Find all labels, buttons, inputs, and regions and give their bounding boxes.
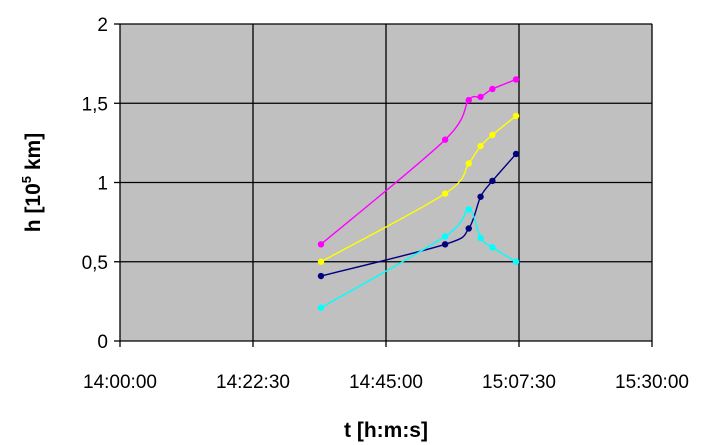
x-tick-label: 15:07:30 xyxy=(482,372,556,393)
y-tick-label: 1,5 xyxy=(82,94,108,115)
data-point xyxy=(512,258,520,265)
x-axis-title: t [h:m:s] xyxy=(344,419,428,442)
x-tick-label: 14:22:30 xyxy=(216,372,290,393)
data-point xyxy=(489,131,496,139)
data-point xyxy=(512,76,520,83)
data-point xyxy=(441,190,449,197)
data-point xyxy=(477,193,484,200)
data-point xyxy=(317,258,325,265)
data-point xyxy=(465,96,472,104)
data-point xyxy=(441,136,449,143)
y-tick-labels: 0 0,5 1 1,5 2 xyxy=(82,15,108,353)
y-tick-label: 0,5 xyxy=(82,253,108,274)
data-point xyxy=(441,233,449,240)
data-point xyxy=(477,93,484,101)
y-tick-label: 1 xyxy=(97,174,108,195)
y-axis-title: h [105 km] xyxy=(19,133,45,232)
data-point xyxy=(489,244,496,251)
y-axis-title-main: h [10 xyxy=(22,183,45,232)
series-4 xyxy=(317,206,520,311)
y-tick-label: 2 xyxy=(97,15,108,36)
data-point xyxy=(317,272,325,280)
data-point xyxy=(317,304,325,311)
y-axis-title-exponent: 5 xyxy=(19,176,34,183)
data-point xyxy=(317,241,325,248)
data-point xyxy=(477,142,484,150)
y-axis-title-unit: km] xyxy=(22,133,45,176)
data-point xyxy=(465,160,472,167)
x-tick-label: 15:30:00 xyxy=(615,372,689,393)
x-tick-label: 14:00:00 xyxy=(83,372,157,393)
data-point xyxy=(489,85,496,93)
data-point xyxy=(512,112,520,120)
x-tick-label: 14:45:00 xyxy=(349,372,423,393)
data-point xyxy=(465,206,472,213)
data-point xyxy=(465,225,472,232)
data-point xyxy=(477,234,484,242)
series-2 xyxy=(317,112,520,265)
grid-lines xyxy=(114,23,653,347)
series-1 xyxy=(317,76,520,248)
series-3 xyxy=(317,150,520,280)
data-point xyxy=(441,241,449,248)
series-layer xyxy=(317,76,520,311)
y-tick-label: 0 xyxy=(97,332,108,353)
data-point xyxy=(512,150,520,158)
x-tick-labels: 14:00:00 14:22:30 14:45:00 15:07:30 15:30:00 xyxy=(83,372,689,393)
data-point xyxy=(489,177,496,185)
